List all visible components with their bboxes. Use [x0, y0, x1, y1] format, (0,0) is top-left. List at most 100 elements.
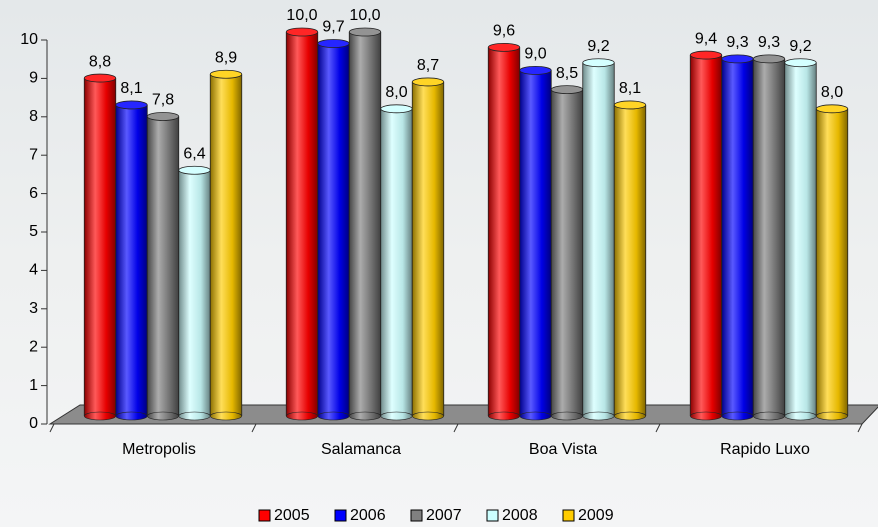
bar-top [209, 69, 243, 79]
value-label: 9,2 [789, 38, 811, 55]
x-tick-label: Boa Vista [529, 441, 597, 458]
value-label: 9,0 [524, 46, 546, 63]
value-label: 9,4 [695, 30, 717, 47]
x-tick-label: Rapido Luxo [720, 441, 810, 458]
bar [146, 112, 180, 421]
bar-outline [613, 104, 647, 416]
bar-top [550, 85, 584, 94]
bar-body [753, 58, 785, 416]
bar [550, 85, 584, 421]
value-label: 8,1 [120, 80, 142, 97]
bar-top [178, 165, 211, 175]
bar [285, 27, 319, 421]
legend-label: 2007 [426, 507, 462, 524]
bar-outline [411, 81, 445, 416]
bar [689, 50, 723, 421]
value-label: 8,0 [821, 84, 843, 101]
bar-bottom [411, 411, 445, 421]
x-tick [49, 423, 55, 433]
value-label: 7,8 [152, 92, 174, 109]
value-label: 8,0 [385, 84, 407, 101]
bar [519, 66, 552, 421]
value-label: 9,6 [493, 23, 515, 40]
bar-top [519, 66, 552, 75]
y-tick-label: 2 [29, 338, 38, 355]
bar-bottom [487, 411, 521, 421]
bar [209, 69, 243, 421]
bar-body [147, 116, 179, 416]
bar-top [689, 50, 723, 60]
legend-swatch [258, 509, 271, 522]
value-label: 8,5 [556, 65, 578, 82]
legend-label: 2008 [502, 507, 538, 524]
y-tick-label: 6 [29, 185, 38, 202]
bar-body [582, 62, 615, 416]
bar-body [784, 62, 817, 416]
y-tick-label: 0 [29, 415, 38, 432]
x-tick [655, 423, 661, 433]
legend-swatch [334, 509, 347, 522]
bar-top [83, 73, 117, 83]
y-tick-label: 8 [29, 108, 38, 125]
bar-top [815, 104, 849, 114]
legend-label: 2005 [274, 507, 310, 524]
bar-body [286, 32, 318, 416]
x-tick [857, 423, 863, 433]
bar [115, 100, 148, 421]
bar [411, 77, 445, 421]
bar-body [84, 78, 116, 416]
bar [784, 58, 817, 421]
legend-swatch [486, 509, 499, 522]
bar [613, 100, 647, 421]
bar-top [487, 42, 521, 52]
bar-top [285, 27, 319, 37]
bar-body [380, 108, 413, 417]
bar-body [614, 104, 646, 417]
bar-body [690, 55, 722, 416]
x-tick [453, 423, 459, 433]
floor [48, 404, 878, 425]
bar-body [210, 74, 242, 417]
bar-bottom [550, 411, 584, 421]
value-label: 9,3 [758, 34, 780, 51]
value-label: 8,8 [89, 53, 111, 70]
bar-top [613, 100, 647, 110]
bar-body [816, 108, 848, 417]
bar-bottom [285, 411, 319, 421]
y-tick-label: 1 [29, 377, 38, 394]
bar-top [721, 54, 754, 64]
bar-bottom [689, 411, 723, 421]
bar [752, 54, 786, 421]
bar-bottom [784, 411, 817, 421]
bar [348, 27, 382, 421]
bar-bottom [815, 411, 849, 421]
bar-top [146, 112, 180, 121]
value-label: 10,0 [349, 7, 380, 24]
y-tick-label: 7 [29, 146, 38, 163]
value-label: 8,7 [417, 57, 439, 74]
legend-label: 2009 [578, 507, 614, 524]
bar-bottom [209, 411, 243, 421]
y-tick-label: 5 [29, 223, 38, 240]
x-tick-label: Salamanca [321, 441, 401, 458]
bar-bottom [721, 411, 754, 421]
y-tick-label: 3 [29, 300, 38, 317]
bar-top [115, 100, 148, 110]
legend-label: 2006 [350, 507, 386, 524]
bar [721, 54, 754, 421]
bar [317, 39, 350, 421]
bar [582, 58, 615, 421]
bar-body [721, 58, 754, 416]
bar [487, 42, 521, 421]
bar-body [551, 89, 583, 416]
legend-swatch [562, 509, 575, 522]
bar-body [178, 170, 211, 416]
x-tick-label: Metropolis [122, 441, 196, 458]
value-label: 10,0 [286, 7, 317, 24]
bar-top [582, 58, 615, 68]
bar [178, 165, 211, 421]
bar-bottom [613, 411, 647, 421]
bar-bottom [348, 411, 382, 421]
bar-top [348, 27, 382, 37]
